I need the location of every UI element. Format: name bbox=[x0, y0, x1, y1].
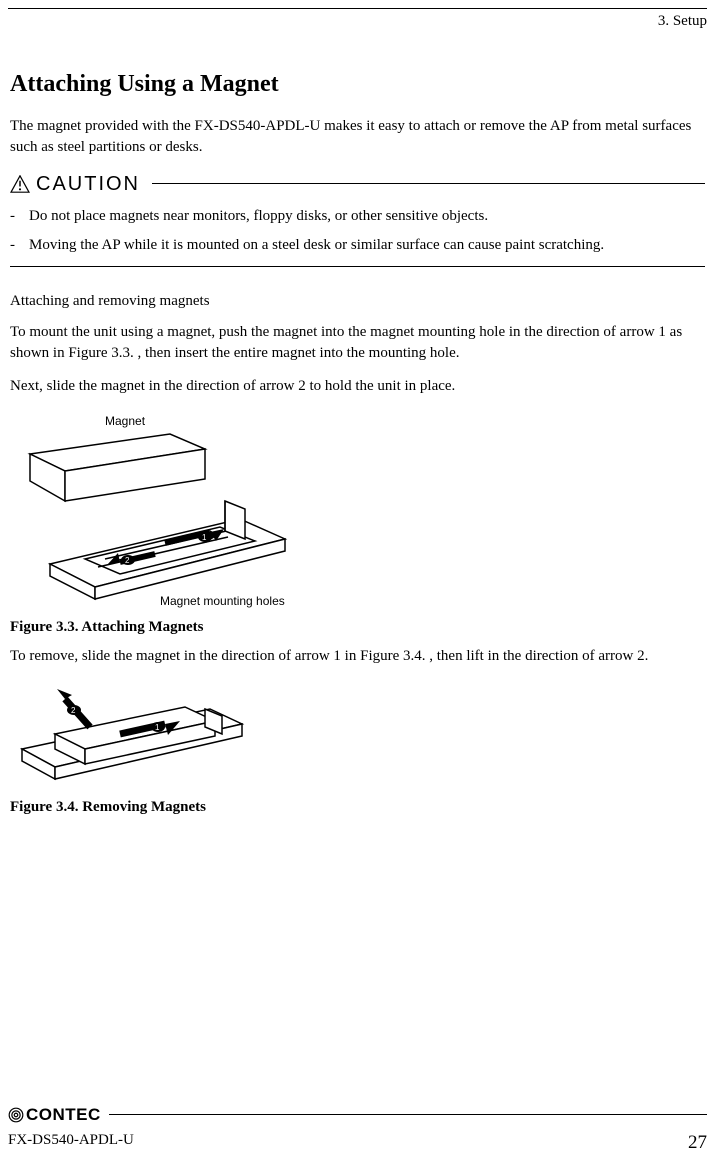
intro-paragraph: The magnet provided with the FX-DS540-AP… bbox=[10, 116, 705, 158]
page-header: 3. Setup bbox=[8, 8, 707, 32]
brand-ring-icon bbox=[8, 1107, 24, 1123]
body-paragraph: Next, slide the magnet in the direction … bbox=[10, 376, 705, 397]
bullet-dash: - bbox=[10, 235, 15, 256]
arrow-1-number: 1 bbox=[155, 723, 160, 732]
caution-item: - Do not place magnets near monitors, fl… bbox=[10, 202, 705, 231]
magnet-label: Magnet bbox=[105, 414, 146, 428]
caution-text: Do not place magnets near monitors, flop… bbox=[29, 206, 488, 227]
brand-logo: CONTEC bbox=[8, 1103, 101, 1127]
caution-label: CAUTION bbox=[36, 170, 140, 198]
remove-diagram: 1 2 bbox=[10, 679, 250, 789]
section-subhead: Attaching and removing magnets bbox=[10, 291, 705, 312]
body-paragraph: To remove, slide the magnet in the direc… bbox=[10, 646, 705, 667]
bullet-dash: - bbox=[10, 206, 15, 227]
caution-item: - Moving the AP while it is mounted on a… bbox=[10, 231, 705, 260]
footer-bottom-row: FX-DS540-APDL-U 27 bbox=[8, 1130, 707, 1157]
footer-rule bbox=[109, 1114, 707, 1115]
page-title: Attaching Using a Magnet bbox=[10, 68, 705, 102]
caution-text: Moving the AP while it is mounted on a s… bbox=[29, 235, 604, 256]
caution-heading: CAUTION bbox=[10, 170, 705, 198]
mount-assembly bbox=[22, 707, 242, 779]
figure-caption: Figure 3.4. Removing Magnets bbox=[10, 797, 705, 818]
arrow-1-number: 1 bbox=[202, 533, 207, 542]
footer-model: FX-DS540-APDL-U bbox=[8, 1130, 134, 1157]
footer-rule-row: CONTEC bbox=[8, 1103, 707, 1127]
attach-diagram: Magnet bbox=[10, 409, 320, 609]
caution-list: - Do not place magnets near monitors, fl… bbox=[10, 198, 705, 266]
caution-box: CAUTION - Do not place magnets near moni… bbox=[10, 170, 705, 267]
arrow-2-number: 2 bbox=[125, 556, 130, 565]
mount-plate bbox=[50, 501, 285, 599]
figure-caption: Figure 3.3. Attaching Magnets bbox=[10, 617, 705, 638]
arrow-2: 2 bbox=[57, 689, 90, 727]
body-paragraph: To mount the unit using a magnet, push t… bbox=[10, 322, 705, 364]
page-number: 27 bbox=[688, 1130, 707, 1157]
arrow-2-number: 2 bbox=[71, 706, 76, 715]
caution-rule bbox=[10, 266, 705, 267]
brand-name: CONTEC bbox=[26, 1103, 101, 1127]
figure-3-3: Magnet bbox=[10, 409, 705, 609]
magnet-shape bbox=[30, 434, 205, 501]
warning-icon bbox=[10, 175, 30, 193]
figure-3-4: 1 2 bbox=[10, 679, 705, 789]
holes-label: Magnet mounting holes bbox=[160, 594, 285, 608]
page-footer: CONTEC FX-DS540-APDL-U 27 bbox=[8, 1103, 707, 1157]
page-content: Attaching Using a Magnet The magnet prov… bbox=[0, 32, 715, 818]
chapter-label: 3. Setup bbox=[658, 13, 707, 29]
